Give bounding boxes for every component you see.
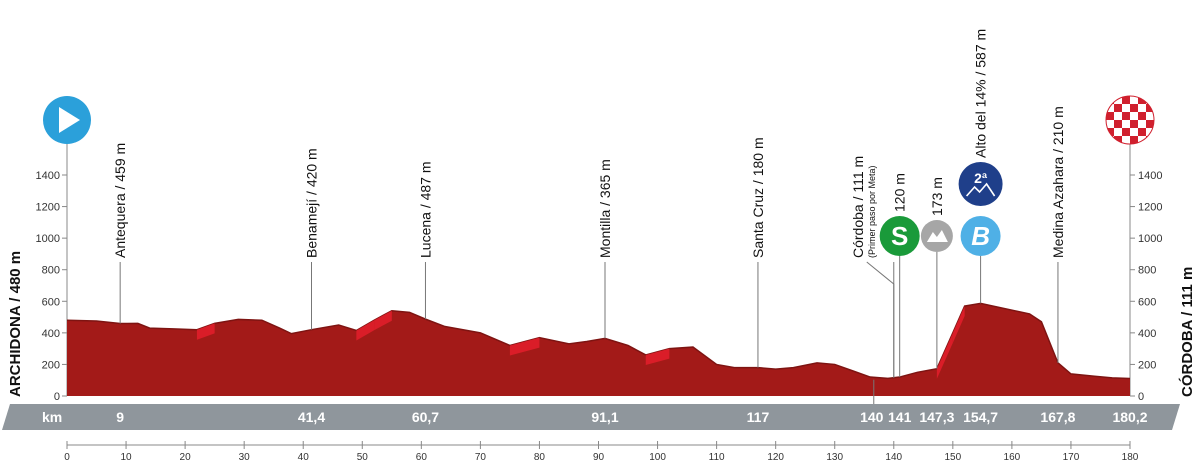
- waypoint-badge-b: B: [960, 216, 1001, 256]
- y-tick-label-right: 1400: [1138, 170, 1162, 182]
- x-tick-label: 170: [1063, 452, 1080, 463]
- x-tick-label: 20: [180, 452, 192, 463]
- svg-text:2ª: 2ª: [974, 170, 988, 186]
- climb-highlight: [374, 310, 392, 331]
- y-tick-label-left: 1200: [36, 202, 60, 214]
- x-tick-label: 150: [944, 452, 961, 463]
- waypoint-label: Antequera / 459 m: [112, 143, 128, 258]
- km-band-value: 147,3: [919, 409, 954, 425]
- waypoint-badge-c: [920, 220, 953, 252]
- y-tick-label-right: 1200: [1138, 202, 1162, 214]
- x-tick-label: 90: [593, 452, 605, 463]
- start-icon: [43, 96, 91, 144]
- x-tick-label: 80: [534, 452, 546, 463]
- km-band: km: [2, 404, 1180, 430]
- waypoints: Antequera / 459 m Benamejí / 420 m Lucena …: [112, 29, 1066, 404]
- waypoint-sublabel: (Primer paso por Meta): [867, 165, 877, 258]
- climb-highlight: [356, 320, 375, 341]
- y-tick-label-left: 800: [42, 265, 60, 277]
- km-band-label: km: [42, 409, 62, 425]
- x-tick-label: 50: [357, 452, 369, 463]
- x-tick-label: 0: [64, 452, 70, 463]
- waypoint-label: Alto del 14% / 587 m: [973, 29, 989, 158]
- y-tick-label-right: 400: [1138, 328, 1156, 340]
- km-band-value: 140: [860, 409, 884, 425]
- y-axis-right: 0 200 400 600 800 1000 1200 1400: [1138, 170, 1162, 403]
- svg-text:S: S: [891, 221, 908, 251]
- y-tick-label-right: 0: [1138, 391, 1144, 403]
- km-band-value: 117: [747, 409, 770, 425]
- km-band-value: 41,4: [298, 409, 325, 425]
- x-tick-label: 100: [649, 452, 666, 463]
- km-band-value: 167,8: [1040, 409, 1075, 425]
- y-tick-label-left: 200: [42, 359, 60, 371]
- mountain-category-icon: 2ª: [958, 162, 1003, 206]
- x-tick-label: 40: [298, 452, 310, 463]
- y-tick-label-right: 200: [1138, 359, 1156, 371]
- km-band-value: 154,7: [963, 409, 998, 425]
- waypoint-label: Medina Azahara / 210 m: [1050, 106, 1066, 258]
- climb-highlight: [196, 323, 215, 340]
- waypoint-label: 120 m: [892, 173, 908, 212]
- y-tick-label-left: 1400: [36, 170, 60, 182]
- x-tick-label: 160: [1004, 452, 1021, 463]
- x-tick-label: 10: [120, 452, 132, 463]
- climb-highlight: [936, 332, 953, 379]
- waypoint-label: Lucena / 487 m: [417, 161, 433, 258]
- waypoint-badge-s: S: [879, 216, 920, 256]
- x-tick-label: 140: [885, 452, 902, 463]
- y-tick-label-right: 1000: [1138, 233, 1162, 245]
- profile-edge: [66, 302, 1131, 380]
- x-axis: 0 10 20 30 40 50 60 70 80 90 100 110 120 130 140 150 160…: [64, 441, 1139, 463]
- waypoint-connector: [866, 261, 895, 378]
- x-tick-label: 130: [826, 452, 843, 463]
- y-tick-label-right: 800: [1138, 265, 1156, 277]
- y-tick-label-left: 1000: [36, 233, 60, 245]
- y-tick-label-right: 600: [1138, 296, 1156, 308]
- waypoint-label: Montilla / 365 m: [597, 159, 613, 258]
- x-tick-label: 70: [475, 452, 487, 463]
- start-label: ARCHIDONA / 480 m: [7, 251, 24, 397]
- y-tick-label-left: 0: [54, 391, 60, 403]
- km-band-value: 141: [888, 409, 912, 425]
- km-band-values: 9 41,4 60,7 91,1 117 140 141 147,3 154,7 167,8 180…: [116, 409, 1147, 425]
- finish-label: CÓRDOBA / 111 m: [1178, 267, 1196, 397]
- elevation-profile: [66, 302, 1131, 396]
- climb-highlight: [509, 337, 540, 356]
- waypoint-label: 173 m: [929, 177, 945, 216]
- profile-area: [67, 303, 1130, 396]
- waypoint-label: Santa Cruz / 180 m: [750, 137, 766, 258]
- km-band-value: 9: [116, 409, 124, 425]
- climb-highlight: [952, 306, 965, 343]
- y-axis-left: 0 200 400 600 800 1000 1200 1400: [36, 170, 60, 403]
- x-tick-label: 120: [767, 452, 784, 463]
- svg-text:B: B: [971, 221, 990, 251]
- km-band-value: 60,7: [412, 409, 439, 425]
- waypoint-label: Córdoba / 111 m: [850, 156, 866, 258]
- km-band-value: 180,2: [1112, 409, 1147, 425]
- x-tick-label: 110: [709, 452, 725, 463]
- finish-flag-icon: [1105, 95, 1155, 145]
- x-tick-label: 180: [1122, 452, 1139, 463]
- x-tick-label: 30: [239, 452, 251, 463]
- y-tick-label-left: 400: [42, 328, 60, 340]
- waypoint-label: Benamejí / 420 m: [303, 148, 319, 258]
- km-band-value: 91,1: [591, 409, 618, 425]
- x-tick-label: 60: [416, 452, 428, 463]
- y-tick-label-left: 600: [42, 296, 60, 308]
- climb-highlight: [645, 348, 670, 365]
